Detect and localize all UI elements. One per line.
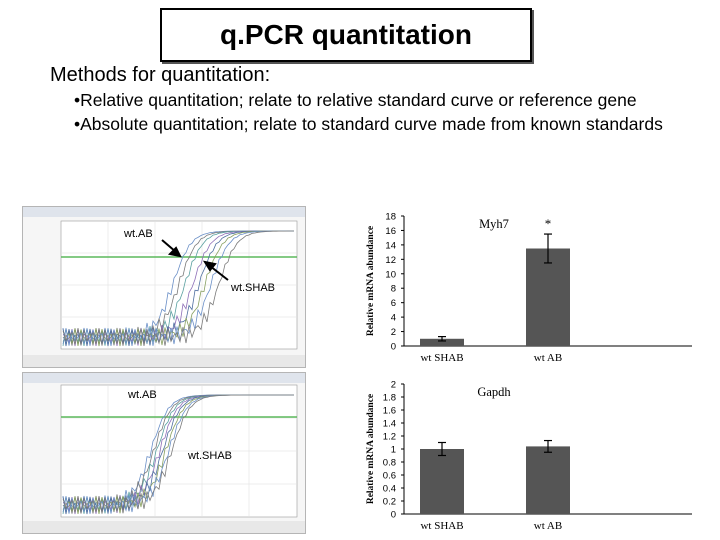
category-label: wt AB [534,520,562,532]
bullet-list: •Relative quantitation; relate to relati… [74,88,674,136]
amplification-plot-2-graphic [23,373,305,533]
page-title: q.PCR quantitation [220,19,472,50]
chart-title: Myh7 [479,217,509,231]
y-tick-label: 10 [385,269,396,280]
amplification-curve [62,230,294,346]
y-tick-label: 1.2 [383,432,396,443]
bar [420,338,464,346]
y-tick-label: 1 [391,445,396,456]
y-tick-label: 2 [391,380,396,391]
y-tick-label: 8 [391,284,396,295]
y-tick-label: 12 [385,255,396,266]
y-tick-label: 0.6 [383,471,396,482]
amplification-curve [62,230,294,346]
y-tick-label: 0.8 [383,458,396,469]
chart-title: Gapdh [477,385,511,399]
y-tick-label: 16 [385,226,396,237]
bar-chart-gapdh: 0 0.2 0.4 0.6 0.8 1 1.2 1.4 1.6 1.8 2 Relative mRNA… [366,380,692,532]
significance-marker: * [545,216,552,231]
amp1-label-wtab: wt.AB [124,228,153,240]
y-tick-label: 1.6 [383,406,396,417]
bullet-relative: •Relative quantitation; relate to relati… [74,90,637,110]
y-tick-label: 14 [385,240,396,251]
y-tick-label: 4 [391,313,396,324]
title-box: q.PCR quantitation [160,8,532,62]
amp2-label-wtshab: wt.SHAB [188,450,233,462]
amplification-plot-1-graphic [23,207,305,367]
y-tick-label: 0.4 [383,484,396,495]
y-axis-label: Relative mRNA abundance [366,394,376,504]
amplification-curve [62,394,294,514]
bar [526,446,570,514]
amplification-plot-1 [22,206,306,368]
y-tick-label: 0 [391,342,396,353]
amp2-label-wtab: wt.AB [128,389,157,401]
amp1-label-wtshab: wt.SHAB [231,282,276,294]
methods-heading: Methods for quantitation: [50,64,271,86]
category-label: wt AB [534,352,562,364]
y-tick-label: 2 [391,327,396,338]
bullet-absolute: •Absolute quantitation; relate to standa… [74,114,663,134]
y-tick-label: 0.2 [383,497,396,508]
bar-chart-myh7: 0 2 4 6 8 10 12 14 16 18 Relative mRNA abundance wt… [366,212,692,364]
y-tick-label: 1.8 [383,393,396,404]
bar [526,248,570,346]
amplification-plot-2 [22,372,306,534]
y-tick-label: 0 [391,510,396,521]
category-label: wt SHAB [420,352,463,364]
category-label: wt SHAB [420,520,463,532]
bar [420,449,464,514]
y-axis-label: Relative mRNA abundance [366,226,376,336]
y-tick-label: 1.4 [383,419,396,430]
y-tick-label: 18 [385,212,396,223]
y-tick-label: 6 [391,298,396,309]
